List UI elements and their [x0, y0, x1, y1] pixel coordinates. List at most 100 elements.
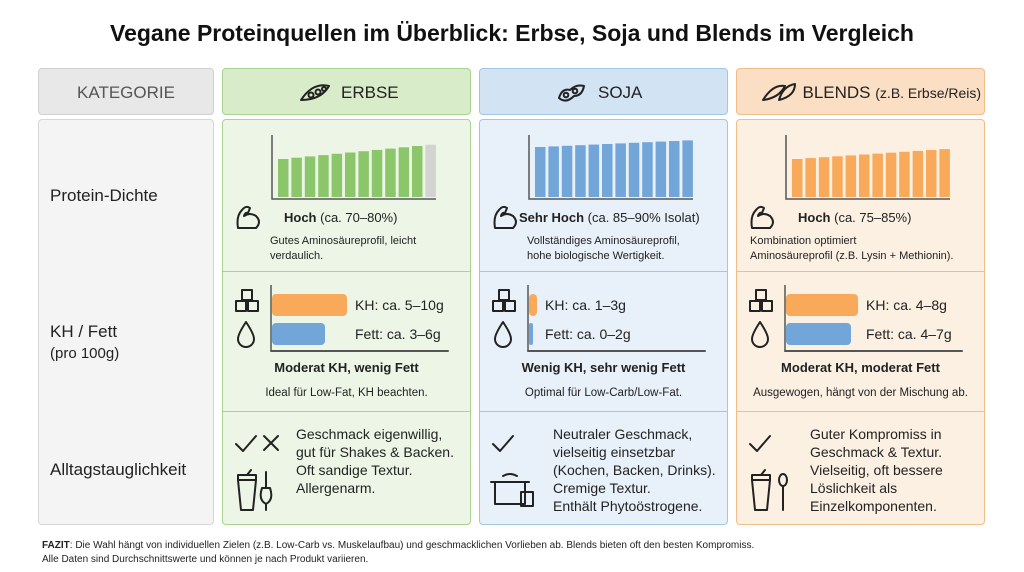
bar-illustration — [885, 152, 897, 197]
everyday-text: Einzelkomponenten. — [810, 498, 937, 514]
bar-illustration — [575, 145, 586, 197]
muscle-icon — [750, 205, 774, 229]
bar-illustration — [818, 157, 830, 197]
footer-label: FAZIT — [42, 540, 70, 551]
cube-icon — [749, 289, 773, 312]
footer-text: : Die Wahl hängt von individuellen Ziele… — [69, 540, 755, 551]
cube-icon — [492, 289, 516, 312]
everyday-text: (Kochen, Backen, Drinks). — [553, 462, 716, 478]
column-note: (z.B. Erbse/Reis) — [875, 85, 982, 101]
column-header: ERBSE — [341, 83, 399, 103]
row-separator — [222, 411, 471, 412]
kitchen-icon — [490, 473, 534, 507]
everyday-text: Geschmack eigenwillig, — [296, 426, 443, 442]
category-header: KATEGORIE — [77, 83, 175, 102]
everyday-text: Vielseitig, oft bessere — [810, 462, 943, 478]
macro-axis — [270, 285, 272, 351]
check-icon — [492, 435, 514, 452]
row-separator — [479, 271, 728, 272]
bar-illustration — [602, 144, 613, 197]
column-name: BLENDS — [802, 83, 871, 102]
macro-note: Ideal für Low-Fat, KH beachten. — [265, 387, 428, 399]
protein-level: Sehr Hoch — [519, 210, 585, 225]
bar-illustration — [872, 153, 883, 197]
check-icon — [749, 435, 771, 452]
carb-bar-illustration — [786, 294, 858, 316]
bar-illustration — [832, 156, 843, 197]
drop-icon — [494, 321, 512, 348]
everyday-text: vielseitig einsetzbar — [553, 444, 676, 460]
everyday-text: Neutraler Geschmack, — [553, 426, 693, 442]
kitchen-icon — [751, 469, 788, 511]
cube-icon — [235, 289, 259, 312]
protein-level: Sehr Hoch (ca. 85–90% Isolat) — [519, 210, 700, 225]
protein-range: (ca. 85–90% Isolat) — [587, 210, 700, 225]
bar-illustration — [345, 152, 356, 197]
drop-icon — [751, 321, 769, 348]
row-separator — [736, 411, 985, 412]
bar-illustration — [371, 149, 383, 197]
bar-illustration — [899, 151, 910, 197]
macro-summary: Moderat KH, moderat Fett — [781, 360, 940, 375]
bar-illustration — [535, 147, 546, 197]
drop-icon — [237, 321, 255, 348]
fat-label: Fett: ca. 0–2g — [545, 326, 631, 342]
carb-label: KH: ca. 4–8g — [866, 297, 947, 313]
protein-range: (ca. 75–85%) — [834, 210, 912, 225]
bar-illustration — [628, 142, 640, 197]
carb-label: KH: ca. 5–10g — [355, 297, 444, 313]
everyday-text: Oft sandige Textur. — [296, 462, 413, 478]
bar-illustration — [792, 159, 803, 197]
bar-illustration — [278, 159, 289, 197]
column-icon — [761, 83, 796, 101]
bar-illustration — [291, 157, 302, 197]
everyday-text: Cremige Textur. — [553, 480, 651, 496]
fat-bar-illustration — [529, 323, 533, 345]
muscle-icon — [236, 205, 260, 229]
bar-illustration — [805, 158, 816, 197]
bar-illustration — [912, 150, 924, 197]
everyday-text: Löslichkeit als — [810, 480, 898, 496]
protein-level: Hoch (ca. 70–80%) — [284, 210, 397, 225]
column-name: SOJA — [598, 83, 643, 102]
row-separator — [222, 271, 471, 272]
category-column — [38, 119, 214, 525]
bar-illustration — [926, 150, 937, 197]
fat-label: Fett: ca. 4–7g — [866, 326, 952, 342]
protein-range: (ca. 70–80%) — [320, 210, 398, 225]
bar-illustration — [669, 141, 680, 197]
bar-illustration — [859, 154, 870, 197]
row-sublabel: (pro 100g) — [50, 345, 120, 362]
bar-illustration — [331, 153, 343, 197]
row-separator — [479, 411, 728, 412]
macro-axis — [527, 285, 529, 351]
column-header: BLENDS (z.B. Erbse/Reis) — [803, 83, 982, 103]
bar-illustration — [845, 155, 857, 197]
column-name: ERBSE — [341, 83, 399, 102]
row-separator — [736, 271, 985, 272]
bar-illustration — [398, 147, 410, 197]
carb-bar-illustration — [272, 294, 347, 316]
bar-illustration — [655, 141, 667, 197]
check-icon — [235, 435, 279, 452]
fat-bar-illustration — [272, 323, 325, 345]
macro-note: Ausgewogen, hängt von der Mischung ab. — [753, 387, 968, 399]
bar-illustration — [548, 146, 559, 197]
macro-baseline — [270, 350, 449, 352]
protein-description: verdaulich. — [270, 250, 324, 262]
protein-level: Hoch — [798, 210, 831, 225]
protein-description: Gutes Aminosäureprofil, leicht — [270, 235, 417, 247]
macro-note: Optimal für Low-Carb/Low-Fat. — [524, 387, 683, 399]
protein-description: Kombination optimiert — [750, 235, 857, 247]
protein-description: hohe biologische Wertigkeit. — [527, 250, 665, 262]
bar-illustration — [358, 151, 369, 197]
everyday-text: Geschmack & Textur. — [810, 444, 943, 460]
title: Vegane Proteinquellen im Überblick: Erbs… — [110, 20, 914, 46]
kitchen-icon — [237, 469, 273, 511]
bar-illustration — [425, 144, 436, 197]
bar-illustration — [939, 149, 950, 197]
fat-bar-illustration — [786, 323, 851, 345]
protein-chart — [528, 135, 693, 200]
everyday-text: Guter Kompromiss in — [810, 426, 942, 442]
column-icon — [300, 84, 330, 101]
